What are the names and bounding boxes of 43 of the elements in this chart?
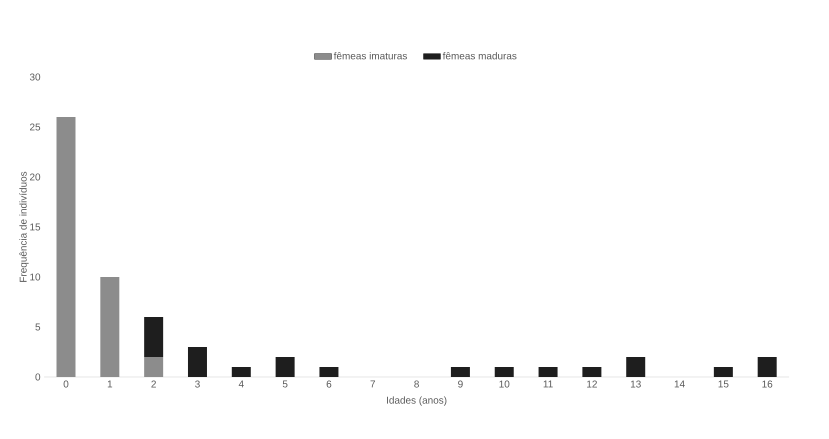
y-tick-label: 25: [30, 123, 40, 131]
x-tick-label: 16: [762, 380, 772, 388]
y-tick-label: 15: [30, 224, 40, 230]
bar: [144, 357, 164, 377]
x-tick-label: 12: [587, 380, 597, 388]
bar: [538, 367, 558, 377]
x-axis-title: Idades (anos): [387, 396, 446, 406]
y-axis-title: Frequência de indivíduos: [19, 172, 29, 282]
x-tick-label: 15: [718, 380, 728, 388]
bar: [319, 367, 338, 377]
bar: [56, 117, 76, 377]
x-tick-label: 13: [630, 380, 641, 388]
legend-label: fêmeas imaturas: [334, 52, 407, 60]
x-tick-label: 7: [370, 380, 376, 388]
x-tick-label: 5: [282, 380, 288, 388]
x-tick-label: 8: [414, 380, 419, 388]
bar: [626, 357, 646, 377]
bar: [100, 277, 120, 377]
x-tick-label: 0: [64, 380, 68, 388]
bar: [188, 347, 207, 377]
y-tick-label: 30: [30, 73, 40, 81]
y-tick-label: 5: [35, 324, 40, 330]
x-tick-label: 10: [499, 380, 510, 388]
x-tick-label: 2: [151, 380, 156, 388]
bar: [450, 367, 470, 377]
bar: [494, 367, 514, 377]
bar: [276, 357, 295, 377]
x-tick-label: 11: [544, 380, 553, 388]
bar: [758, 357, 777, 377]
x-tick-label: 4: [238, 380, 244, 388]
bar: [714, 367, 733, 377]
x-tick-label: 6: [326, 380, 332, 388]
y-tick-label: 10: [30, 273, 40, 281]
x-tick-label: 1: [108, 380, 112, 388]
x-tick-label: 9: [458, 380, 463, 388]
x-tick-label: 3: [195, 380, 200, 388]
y-tick-label: 20: [30, 173, 40, 181]
y-tick-label: 0: [35, 373, 40, 381]
bar: [232, 367, 251, 377]
bar: [144, 317, 164, 357]
legend-label: fêmeas maduras: [442, 52, 517, 60]
x-tick-label: 14: [674, 380, 685, 388]
bar: [582, 367, 602, 377]
